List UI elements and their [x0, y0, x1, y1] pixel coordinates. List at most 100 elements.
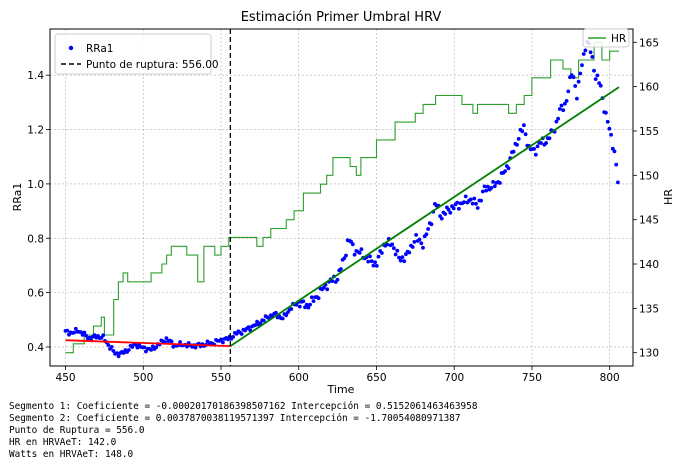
rra1-point	[178, 340, 183, 344]
y-tick-label: 1.4	[27, 70, 44, 82]
x-tick-label: 750	[522, 372, 542, 384]
rra1-point	[472, 196, 477, 201]
x-axis: 450 500 550 600 650 700 750 800	[56, 366, 620, 384]
rra1-point	[580, 63, 584, 68]
rra1-point	[111, 349, 116, 353]
x-axis-label: Time	[327, 383, 355, 396]
rra1-point	[325, 287, 330, 292]
rra1-point	[470, 201, 475, 206]
rra1-point	[164, 336, 169, 340]
y-tick-label: 1.2	[27, 125, 44, 137]
rra1-point	[390, 242, 395, 247]
rra1-point	[82, 330, 87, 335]
rra1-point	[557, 107, 562, 111]
legend-left-box	[54, 33, 212, 75]
rra1-point	[446, 207, 451, 212]
rra1-point	[371, 263, 376, 268]
rra1-point	[561, 108, 566, 113]
rra1-point	[115, 351, 119, 355]
rra1-point	[121, 351, 126, 355]
rra1-point	[393, 252, 398, 257]
rra1-point	[424, 232, 429, 237]
gridlines	[50, 29, 633, 366]
rra1-point	[605, 119, 610, 124]
rra1-point	[474, 201, 478, 206]
rra1-point	[109, 345, 114, 349]
rra1-point	[297, 304, 302, 309]
rra1-point	[451, 206, 456, 211]
rra1-point	[462, 200, 466, 205]
y-tick-label: 0.6	[27, 288, 44, 300]
rra1-point	[133, 342, 138, 347]
legend-right: HR	[582, 28, 630, 48]
segment-2-fit-line	[229, 86, 620, 347]
rra1-point	[575, 96, 579, 101]
rra1-point	[491, 180, 495, 184]
rra1-point	[421, 245, 425, 250]
rra1-point	[520, 129, 525, 134]
rra1-point	[498, 181, 502, 185]
rra1-point	[417, 237, 422, 242]
rra1-point	[395, 248, 400, 253]
y-tick-label: 1.0	[27, 179, 44, 191]
rra1-point	[350, 242, 355, 247]
rra1-point	[468, 197, 473, 202]
rra1-point	[429, 222, 434, 227]
chart-title: Estimación Primer Umbral HRV	[241, 10, 442, 25]
stats-segment-2: Segmento 2: Coeficiente = 0.003787003811…	[9, 412, 461, 424]
x-tick-label: 800	[600, 372, 620, 384]
rra1-point	[289, 307, 294, 311]
rra1-point	[457, 206, 461, 211]
rra1-point	[344, 253, 348, 258]
stats-hr: HR en HRVAeT: 142.0	[9, 436, 117, 448]
rra1-point	[205, 339, 210, 344]
rra1-point	[588, 50, 593, 55]
y-axis-label: RRa1	[11, 183, 24, 212]
y2-tick-label: 140	[639, 259, 659, 271]
rra1-point	[284, 313, 289, 318]
x-tick-label: 500	[133, 372, 153, 384]
stats-segment-1: Segmento 1: Coeficiente = -0.00020170186…	[9, 401, 478, 412]
rra1-point	[226, 337, 230, 342]
rra1-point	[595, 73, 600, 78]
rra1-point	[306, 305, 311, 310]
rra1-point	[564, 99, 569, 103]
segment-1-fit-line	[65, 339, 231, 348]
rra1-point	[301, 299, 306, 304]
plot-frame	[49, 28, 634, 367]
y2-tick-label: 155	[639, 126, 659, 138]
rra1-point	[590, 55, 595, 59]
rra1-point	[576, 79, 581, 84]
rra1-point	[486, 184, 490, 189]
stats-breakpoint: Punto de Ruptura = 556.0	[9, 424, 145, 436]
rra1-point	[571, 75, 576, 80]
rra1-point	[262, 318, 266, 323]
legend-left: RRa1 Punto de ruptura: 556.00	[54, 33, 219, 75]
rra1-point	[135, 345, 140, 350]
rra1-point	[274, 310, 278, 315]
legend-hr-label: HR	[611, 33, 626, 45]
rra1-point	[573, 84, 578, 88]
rra1-point	[385, 242, 389, 247]
rra1-point	[480, 189, 485, 194]
rra1-point	[246, 325, 251, 330]
rra1-point	[311, 299, 316, 303]
rra1-point	[380, 251, 384, 255]
rra1-point	[253, 323, 258, 327]
rra1-point	[492, 184, 497, 189]
rra1-point	[426, 227, 430, 231]
rra1-point	[335, 277, 340, 282]
rra1-point	[397, 255, 401, 260]
stats-watts: Watts en HRVAeT: 148.0	[9, 448, 134, 460]
rra1-point	[126, 348, 131, 352]
rra1-point	[556, 116, 560, 121]
rra1-point	[303, 305, 307, 310]
rra1-point	[523, 132, 528, 137]
rra1-point	[130, 345, 135, 349]
rra1-point	[304, 302, 309, 307]
rra1-point	[72, 330, 76, 335]
chart-figure: 450 500 550 600 650 700 750 800 0.4 0.6 0.8 1.0 1.2…	[11, 10, 675, 396]
rra1-point	[515, 143, 519, 147]
rra1-point	[592, 68, 596, 73]
rra1-point	[463, 194, 468, 199]
